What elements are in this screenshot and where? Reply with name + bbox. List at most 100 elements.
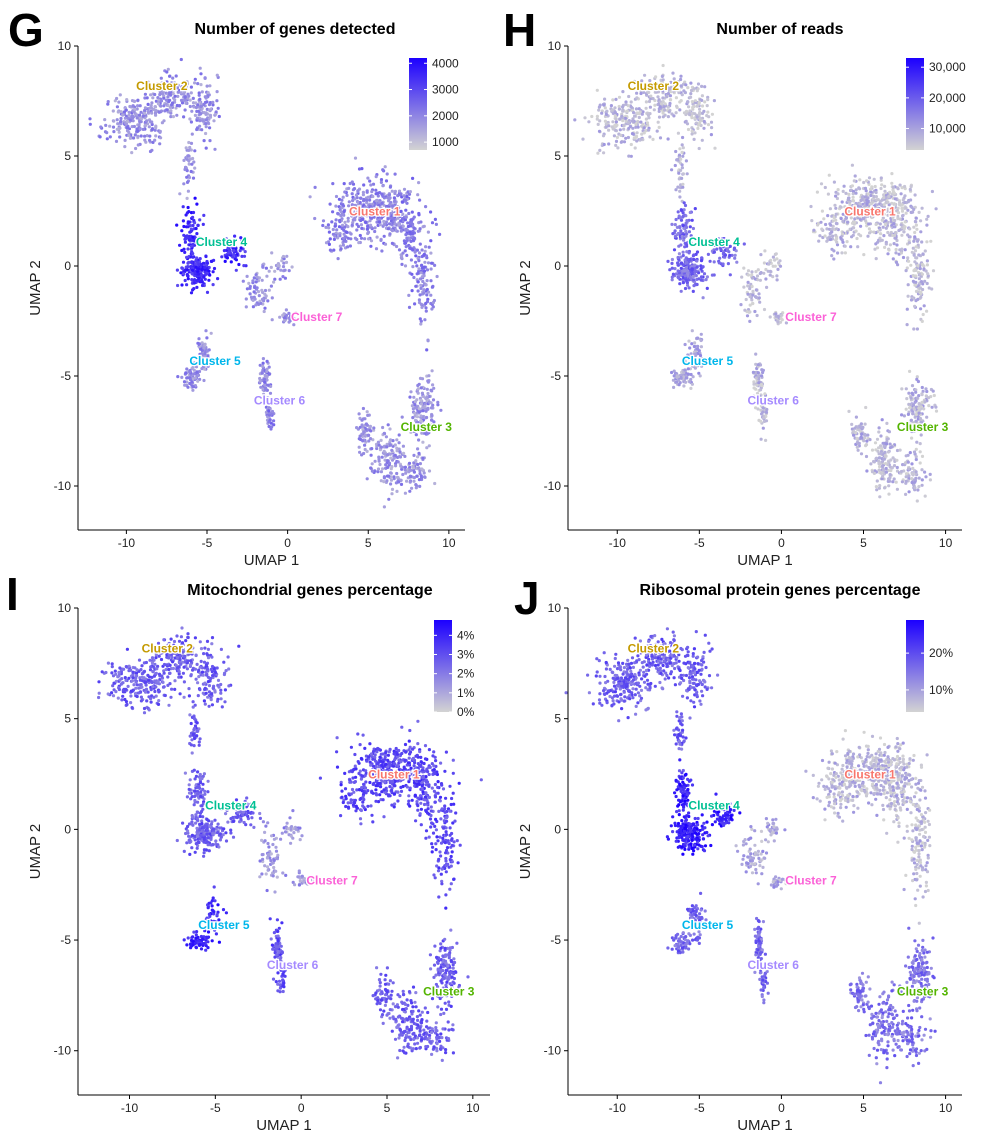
- data-point: [381, 214, 385, 218]
- data-point: [906, 412, 911, 416]
- data-point: [118, 135, 122, 139]
- data-point: [338, 218, 342, 223]
- data-point: [421, 409, 425, 413]
- y-tick-label: 10: [58, 39, 72, 53]
- data-point: [687, 339, 691, 343]
- data-point: [397, 748, 401, 753]
- data-point: [891, 257, 895, 261]
- data-point: [409, 430, 413, 434]
- data-point: [600, 111, 604, 115]
- data-point: [912, 253, 916, 257]
- data-point: [926, 272, 930, 276]
- data-point: [353, 197, 357, 201]
- data-point: [417, 451, 421, 455]
- data-point: [723, 253, 728, 257]
- data-point: [384, 179, 389, 183]
- data-point: [388, 443, 393, 447]
- data-point: [908, 235, 912, 239]
- data-point: [357, 412, 361, 416]
- data-point: [183, 250, 187, 254]
- data-point: [433, 217, 437, 221]
- data-point: [740, 275, 744, 279]
- data-point: [425, 268, 430, 272]
- data-point: [880, 238, 884, 242]
- data-point: [242, 264, 246, 268]
- data-point: [400, 725, 404, 729]
- data-point: [391, 204, 395, 208]
- cluster-label: Cluster 1: [349, 204, 401, 218]
- data-point: [614, 139, 619, 143]
- data-point: [627, 94, 631, 99]
- data-point: [900, 203, 904, 207]
- data-point: [875, 488, 879, 492]
- data-point: [371, 202, 375, 206]
- data-point: [242, 254, 247, 258]
- data-point: [895, 487, 900, 491]
- data-point: [153, 92, 157, 97]
- data-point: [419, 414, 423, 418]
- data-point: [705, 275, 710, 279]
- data-point: [878, 456, 882, 460]
- data-point: [353, 216, 357, 220]
- data-point: [682, 201, 686, 205]
- data-point: [352, 187, 357, 191]
- data-point: [267, 269, 271, 273]
- data-point: [612, 134, 617, 138]
- data-point: [894, 247, 898, 252]
- data-point: [263, 288, 268, 293]
- data-point: [176, 84, 180, 88]
- data-point: [912, 327, 916, 331]
- data-point: [377, 455, 381, 459]
- data-point: [123, 138, 127, 142]
- data-point: [392, 199, 397, 203]
- data-point: [869, 462, 873, 466]
- data-point: [874, 257, 878, 261]
- data-point: [390, 492, 394, 496]
- data-point: [676, 375, 681, 379]
- data-point: [166, 95, 170, 99]
- data-point: [425, 387, 429, 391]
- data-point: [670, 222, 674, 226]
- data-point: [679, 168, 683, 172]
- data-point: [857, 441, 861, 445]
- data-point: [690, 218, 694, 222]
- data-point: [425, 429, 429, 433]
- data-point: [416, 271, 421, 275]
- data-point: [384, 463, 388, 467]
- data-point: [756, 371, 760, 375]
- data-point: [925, 240, 929, 244]
- data-point: [187, 210, 191, 214]
- data-point: [614, 97, 618, 101]
- data-point: [764, 438, 768, 442]
- data-point: [182, 272, 186, 276]
- data-point: [333, 224, 337, 228]
- data-point: [374, 759, 378, 763]
- data-point: [429, 267, 433, 271]
- data-point: [412, 461, 416, 465]
- data-point: [874, 195, 879, 199]
- data-point: [251, 279, 255, 283]
- y-axis-label: UMAP 2: [27, 260, 44, 316]
- data-point: [383, 755, 387, 760]
- data-point: [915, 327, 920, 331]
- data-point: [119, 119, 123, 124]
- data-point: [690, 116, 694, 120]
- data-point: [162, 89, 166, 93]
- data-point: [238, 249, 242, 253]
- data-point: [897, 228, 901, 233]
- data-point: [143, 134, 147, 138]
- data-point: [191, 215, 195, 219]
- data-point: [187, 94, 191, 98]
- data-point: [679, 261, 684, 265]
- data-point: [694, 121, 699, 125]
- data-point: [433, 263, 437, 267]
- data-point: [402, 187, 407, 191]
- data-point: [827, 173, 831, 177]
- data-point: [363, 443, 367, 447]
- data-point: [836, 188, 840, 192]
- data-point: [915, 256, 919, 260]
- data-point: [381, 168, 385, 172]
- data-point: [403, 454, 407, 458]
- data-point: [139, 134, 143, 138]
- data-point: [750, 284, 754, 289]
